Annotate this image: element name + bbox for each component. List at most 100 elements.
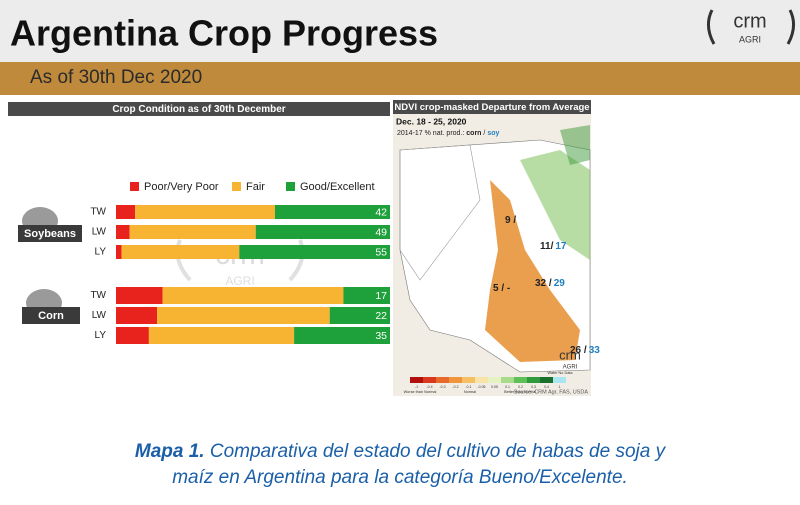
data-label: 55 (375, 246, 387, 258)
map-shapes (399, 125, 591, 373)
category-label: TW (90, 290, 106, 301)
group-label: Corn (38, 310, 64, 322)
chart-title-bar (8, 102, 390, 116)
colorbar-cell (423, 377, 436, 383)
map-label-corn: 5 / - (493, 283, 510, 294)
bar-segment (255, 225, 390, 239)
colorbar-category: Worse than Normal (404, 390, 437, 394)
map-label: 11/17 (540, 241, 567, 252)
bar-segment (129, 225, 256, 239)
bar-segment (148, 327, 295, 344)
colorbar-tick-label: -0.3 (439, 385, 445, 389)
colorbar-cell (436, 377, 449, 383)
map-green-area (560, 125, 590, 165)
map-label-soy: 29 (554, 278, 566, 289)
title: Argentina Crop Progress (10, 13, 438, 54)
bar-segment (116, 225, 130, 239)
map-label-corn: 9 / (505, 215, 516, 226)
bar-segment (116, 205, 136, 219)
map-border (399, 144, 481, 281)
map-logo-name: crm (559, 347, 581, 362)
watermark-sub: AGRI (225, 274, 254, 288)
bar-segment (329, 307, 390, 324)
caption-line: maíz en Argentina para la categoría Buen… (172, 467, 628, 488)
data-label: 17 (375, 290, 387, 302)
caption-text: Comparativa del estado del cultivo de ha… (210, 441, 667, 462)
legend-label: Good/Excellent (300, 181, 375, 193)
category-label: LW (92, 227, 107, 238)
colorbar-tick-label: -0.2 (452, 385, 458, 389)
category-label: TW (90, 207, 106, 218)
legend-label: Fair (246, 181, 265, 193)
category-label: LW (92, 310, 107, 321)
map-label: 5 / - (493, 283, 510, 294)
category-label: LY (95, 330, 107, 341)
map-title: NDVI crop-masked Departure from Average (394, 102, 589, 113)
caption-label: Mapa 1. (135, 441, 205, 462)
logo-sub: AGRI (739, 34, 761, 44)
data-label: 49 (375, 226, 387, 238)
data-label: 42 (375, 206, 387, 218)
bar-segment (116, 287, 163, 304)
colorbar-tick-label: -0.05 (478, 385, 486, 389)
colorbar-cell (514, 377, 527, 383)
subtitle: As of 30th Dec 2020 (30, 67, 202, 88)
map-note-soy: soy (487, 130, 499, 137)
logo-name: crm (733, 10, 766, 32)
caption-line: Mapa 1. Comparativa del estado del culti… (135, 441, 667, 462)
colorbar-cell (501, 377, 514, 383)
map-label-soy: 33 (589, 345, 601, 356)
map-labels: 9 / 11/17 5 / - 32 /29 26 /33 (493, 215, 600, 356)
logo-laurel (707, 9, 795, 45)
colorbar-tick-label: 0.2 (518, 385, 523, 389)
bar-segment (116, 307, 158, 324)
map-label-soy: 17 (555, 241, 567, 252)
bar-segment (116, 327, 149, 344)
bar-segment (274, 205, 390, 219)
map-label-corn: 11/ (540, 241, 554, 252)
map-source: Source: CRM Agr, FAS, USDA (514, 389, 589, 395)
bar-segment (135, 205, 275, 219)
map-note-corn: corn (466, 130, 481, 137)
bar-segment (239, 245, 390, 259)
colorbar-cell (449, 377, 462, 383)
colorbar-cell (488, 377, 501, 383)
map-date: Dec. 18 - 25, 2020 (396, 116, 467, 126)
colorbar-tick-label: -1 (415, 385, 418, 389)
legend-swatch (286, 182, 295, 191)
colorbar-tick-label: 0.4 (544, 385, 549, 389)
map-label-corn: 32 / (535, 278, 552, 289)
legend-label: Poor/Very Poor (144, 181, 219, 193)
colorbar-nodata: Water No Data (548, 371, 574, 375)
map-note: 2014-17 % nat. prod.: corn / soy (397, 130, 499, 137)
legend-swatch (130, 182, 139, 191)
bar-segment (294, 327, 390, 344)
logo: crm AGRI (707, 9, 795, 45)
bar-segment (121, 245, 240, 259)
subtitle-band (0, 62, 800, 95)
map-logo: crm AGRI (559, 347, 581, 370)
colorbar-category: Normal (464, 390, 476, 394)
colorbar-cell (410, 377, 423, 383)
data-label: 35 (375, 330, 387, 342)
map-logo-sub: AGRI (563, 365, 578, 371)
colorbar-category: Better than Normal (504, 390, 536, 394)
colorbar-tick-label: 0.05 (491, 385, 498, 389)
colorbar-tick-label: -0.1 (465, 385, 471, 389)
bar-segment (343, 287, 390, 304)
colorbar-cell (540, 377, 553, 383)
group-label-box (22, 307, 80, 324)
map-green-area (520, 150, 590, 260)
bar-segment (162, 287, 344, 304)
colorbar-tick-label: 0.1 (505, 385, 510, 389)
map-label: 9 / (505, 215, 516, 226)
map-label: 32 /29 (535, 278, 565, 289)
map-note-sep: / (483, 130, 485, 137)
colorbar-cell (475, 377, 488, 383)
colorbar-tick-label: 0.3 (531, 385, 536, 389)
chart-title: Crop Condition as of 30th December (112, 104, 285, 115)
group-label: Soybeans (24, 228, 76, 240)
map-colorbar: -1 -0.4 -0.3 -0.2 -0.1 -0.05 0.05 0.1 0.2 0.3 0.4 1… (404, 371, 574, 394)
group-label-box (18, 225, 82, 242)
